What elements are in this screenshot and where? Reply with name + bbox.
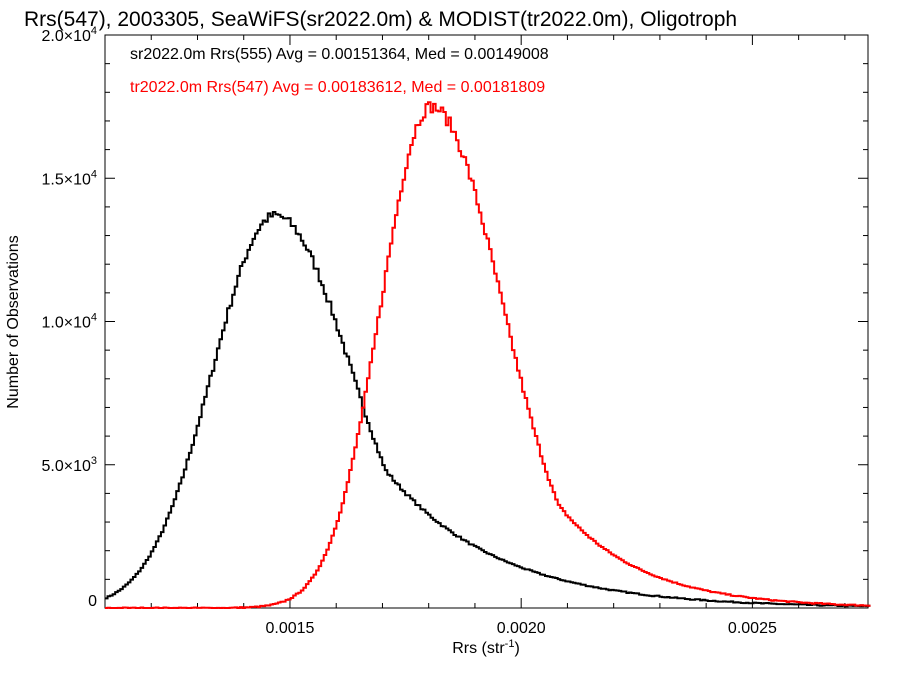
y-tick-label-text: 0 [88,593,97,610]
y-tick-label: 5.0×103 [41,455,97,475]
x-axis-label-text: Rrs (str [452,640,505,657]
y-tick-label-exponent: 4 [91,25,97,37]
y-tick-label: 2.0×104 [41,25,97,45]
chart-title: Rrs(547), 2003305, SeaWiFS(sr2022.0m) & … [24,8,737,31]
y-tick-label-exponent: 3 [91,455,97,467]
y-tick-label-text: 5.0×10 [41,458,90,475]
y-axis-label: Number of Observations [5,235,22,408]
axis-ticks: 0.0015 0.0020 0.002505.0×1031.0×1041.5×104… [41,25,868,637]
series-tr2022-histogram [105,101,871,609]
legend-entry-sr2022: sr2022.0m Rrs(555) Avg = 0.00151364, Med… [130,46,549,63]
legend-entry-tr2022: tr2022.0m Rrs(547) Avg = 0.00183612, Med… [130,79,545,96]
y-tick-label-text: 1.0×10 [41,315,90,332]
x-axis-label-suffix: ) [514,640,519,657]
y-tick-label: 1.0×104 [41,312,97,332]
plot-frame [104,34,869,609]
series-layer [105,101,871,609]
x-axis-label-exponent: -1 [505,638,515,650]
x-tick-label: 0.0015 [266,620,315,637]
x-axis-label: Rrs (str-1) [452,638,520,657]
x-tick-label: 0.0020 [497,620,546,637]
y-tick-label-text: 1.5×10 [41,171,90,188]
y-tick-label-exponent: 4 [91,312,97,324]
x-tick-label: 0.0025 [728,620,777,637]
y-tick-label: 0 [88,593,97,610]
y-tick-label: 1.5×104 [41,168,97,188]
y-tick-label-text: 2.0×10 [41,28,90,45]
y-tick-label-exponent: 4 [91,168,97,180]
series-sr2022-histogram [105,210,871,608]
